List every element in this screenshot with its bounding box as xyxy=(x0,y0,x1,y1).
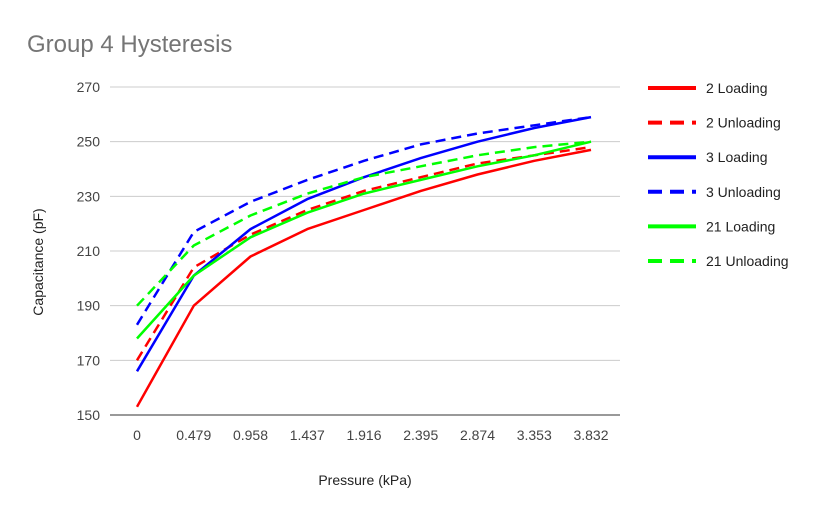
x-tick-label: 2.395 xyxy=(403,427,438,443)
legend-label: 3 Loading xyxy=(706,149,768,165)
gridlines xyxy=(110,86,620,416)
series-line-21-unloading xyxy=(136,140,592,307)
legend: 2 Loading 2 Unloading 3 Loading 3 Unloading… xyxy=(648,80,789,269)
y-tick-label: 190 xyxy=(77,298,101,314)
chart-title: Group 4 Hysteresis xyxy=(27,31,232,58)
legend-label: 21 Unloading xyxy=(706,253,789,269)
series-line-2-unloading xyxy=(135,145,592,361)
y-tick-label: 170 xyxy=(77,352,101,368)
series-line-3-unloading xyxy=(135,115,592,326)
series-line-21-loading xyxy=(136,140,592,340)
y-tick-label: 230 xyxy=(77,188,101,204)
x-axis-ticks: 0 0.479 0.958 1.437 1.916 2.395 2.874 3.353 3.83… xyxy=(133,427,609,443)
legend-label: 2 Loading xyxy=(706,80,768,96)
legend-label: 3 Unloading xyxy=(706,184,781,200)
y-tick-label: 210 xyxy=(77,243,101,259)
y-axis-ticks: 150 170 190 210 230 250 270 xyxy=(77,79,101,423)
y-tick-label: 270 xyxy=(77,79,101,95)
series-line-2-loading xyxy=(135,148,592,408)
legend-item: 21 Unloading xyxy=(648,253,789,269)
x-tick-label: 2.874 xyxy=(460,427,495,443)
x-tick-label: 3.353 xyxy=(517,427,552,443)
y-axis-label: Capacitance (pF) xyxy=(30,208,46,315)
y-tick-label: 150 xyxy=(77,407,101,423)
y-tick-label: 250 xyxy=(77,134,101,150)
legend-label: 21 Loading xyxy=(706,218,775,234)
x-axis-label: Pressure (kPa) xyxy=(318,472,411,488)
series-lines xyxy=(135,115,592,408)
x-tick-label: 0.958 xyxy=(233,427,268,443)
legend-item: 21 Loading xyxy=(648,218,775,234)
x-tick-label: 1.437 xyxy=(290,427,325,443)
x-tick-label: 0 xyxy=(133,427,141,443)
x-tick-label: 3.832 xyxy=(573,427,608,443)
legend-item: 2 Loading xyxy=(648,80,768,96)
legend-label: 2 Unloading xyxy=(706,115,781,131)
x-tick-label: 1.916 xyxy=(346,427,381,443)
legend-item: 3 Loading xyxy=(648,149,768,165)
x-tick-label: 0.479 xyxy=(176,427,211,443)
legend-item: 2 Unloading xyxy=(648,115,781,131)
series-line-3-loading xyxy=(135,115,592,372)
legend-item: 3 Unloading xyxy=(648,184,781,200)
